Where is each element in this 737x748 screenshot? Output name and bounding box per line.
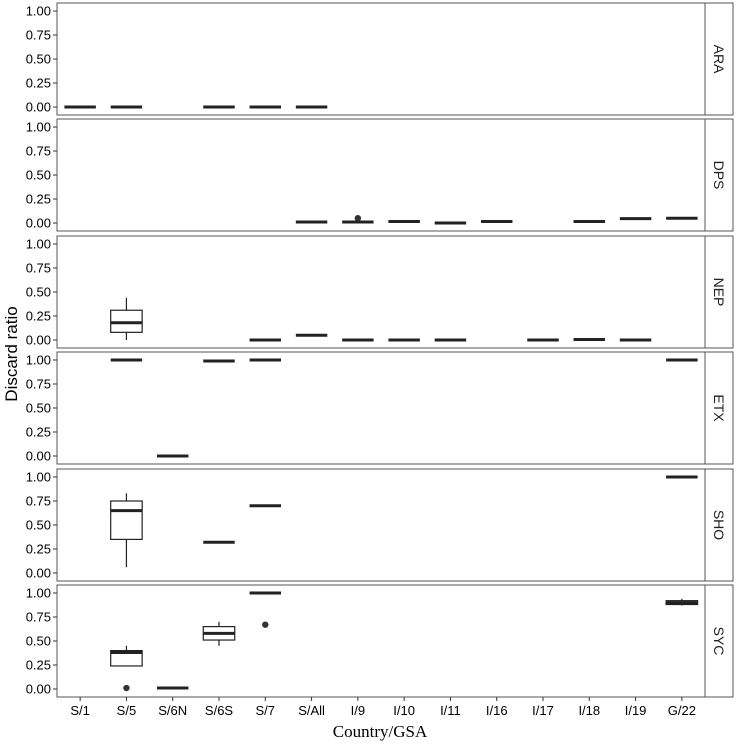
- box-s-5: [110, 297, 143, 340]
- y-tick-label: 0.50: [26, 401, 51, 416]
- y-tick-label: 1.00: [26, 237, 51, 252]
- x-tick-label: S/7: [256, 703, 276, 718]
- y-tick-label: 0.25: [26, 425, 51, 440]
- y-tick-label: 1.00: [26, 470, 51, 485]
- y-tick-label: 0.50: [26, 52, 51, 67]
- y-tick-label: 0.00: [26, 216, 51, 231]
- y-tick-label: 0.50: [26, 634, 51, 649]
- y-tick-label: 0.25: [26, 309, 51, 324]
- y-tick-label: 0.00: [26, 100, 51, 115]
- panel-strip: [704, 2, 734, 116]
- y-tick-label: 0.25: [26, 192, 51, 207]
- panel-strip: [704, 118, 734, 232]
- y-tick-label: 0.75: [26, 261, 51, 276]
- box-iqr: [110, 500, 143, 541]
- panel-frame: [56, 118, 706, 232]
- panel-frame: [56, 351, 706, 465]
- panel-nep: NEP 0.00 0.25 0.50 0.75 1.00: [26, 235, 734, 349]
- y-tick-label: 0.50: [26, 168, 51, 183]
- box-iqr: [110, 649, 143, 667]
- x-tick-label: I/19: [625, 703, 647, 718]
- y-tick-label: 0.25: [26, 542, 51, 557]
- x-tick-label: S/6N: [158, 703, 187, 718]
- panel-etx: ETX 0.00 0.25 0.50 0.75 1.00: [26, 351, 734, 465]
- x-tick-label: I/10: [393, 703, 415, 718]
- y-axis-title: Discard ratio: [2, 306, 21, 401]
- panel-strip: [704, 351, 734, 465]
- panel-label: DPS: [711, 161, 727, 190]
- panels-group: ARA 0.00 0.25 0.50 0.75 1.00 DPS 0.00 0.25 0.50 0.…: [26, 2, 734, 698]
- y-tick-label: 0.00: [26, 682, 51, 697]
- panel-syc: SYC 0.00 0.25 0.50 0.75 1.00: [26, 584, 734, 698]
- y-tick-label: 0.00: [26, 566, 51, 581]
- panel-frame: [56, 2, 706, 116]
- x-tick-label: S/All: [298, 703, 325, 718]
- x-tick-label: I/17: [532, 703, 554, 718]
- y-tick-label: 1.00: [26, 586, 51, 601]
- x-tick-label: I/11: [440, 703, 461, 718]
- x-tick-label: S/6S: [205, 703, 234, 718]
- panel-label: SYC: [711, 627, 727, 656]
- y-tick-label: 1.00: [26, 120, 51, 135]
- y-tick-label: 0.75: [26, 494, 51, 509]
- panel-strip: [704, 235, 734, 349]
- y-tick-label: 0.75: [26, 377, 51, 392]
- box-i-9: [342, 215, 374, 224]
- y-tick-label: 0.25: [26, 658, 51, 673]
- x-tick-label: I/18: [578, 703, 600, 718]
- box-s-6s: [202, 621, 236, 646]
- panel-label: ARA: [711, 45, 727, 74]
- panel-frame: [56, 235, 706, 349]
- panel-sho: SHO 0.00 0.25 0.50 0.75 1.00: [26, 468, 734, 582]
- panel-frame: [56, 468, 706, 582]
- box-s-7: [249, 591, 282, 628]
- panel-strip: [704, 468, 734, 582]
- y-tick-label: 0.75: [26, 28, 51, 43]
- y-tick-label: 1.00: [26, 353, 51, 368]
- x-tick-label: G/22: [668, 703, 696, 718]
- x-axis-title: Country/GSA: [333, 722, 428, 741]
- panel-strip: [704, 584, 734, 698]
- outlier-point: [354, 215, 362, 222]
- box-s-5: [110, 645, 143, 692]
- x-tick-label: S/1: [70, 703, 90, 718]
- outlier-point: [123, 684, 130, 692]
- box-s-5: [110, 493, 143, 568]
- y-tick-label: 0.75: [26, 144, 51, 159]
- panel-label: NEP: [711, 278, 727, 307]
- y-tick-label: 0.50: [26, 518, 51, 533]
- x-axis: S/1 S/5 S/6N S/6S S/7 S/All I/9 I/10 I/11 I/16 I/1…: [70, 697, 696, 718]
- y-tick-label: 1.00: [26, 4, 51, 19]
- box-g-22: [665, 598, 699, 606]
- outlier-point: [262, 621, 269, 628]
- x-tick-label: I/16: [486, 703, 508, 718]
- y-tick-label: 0.50: [26, 285, 51, 300]
- panel-ara: ARA 0.00 0.25 0.50 0.75 1.00: [26, 2, 734, 116]
- x-tick-label: S/5: [117, 703, 137, 718]
- y-tick-label: 0.75: [26, 610, 51, 625]
- y-tick-label: 0.00: [26, 333, 51, 348]
- y-tick-label: 0.25: [26, 76, 51, 91]
- x-tick-label: I/9: [351, 703, 365, 718]
- y-tick-label: 0.00: [26, 449, 51, 464]
- panel-label: SHO: [711, 510, 727, 540]
- panel-frame: [56, 584, 706, 698]
- panel-dps: DPS 0.00 0.25 0.50 0.75 1.00: [26, 118, 734, 232]
- panel-label: ETX: [711, 394, 727, 422]
